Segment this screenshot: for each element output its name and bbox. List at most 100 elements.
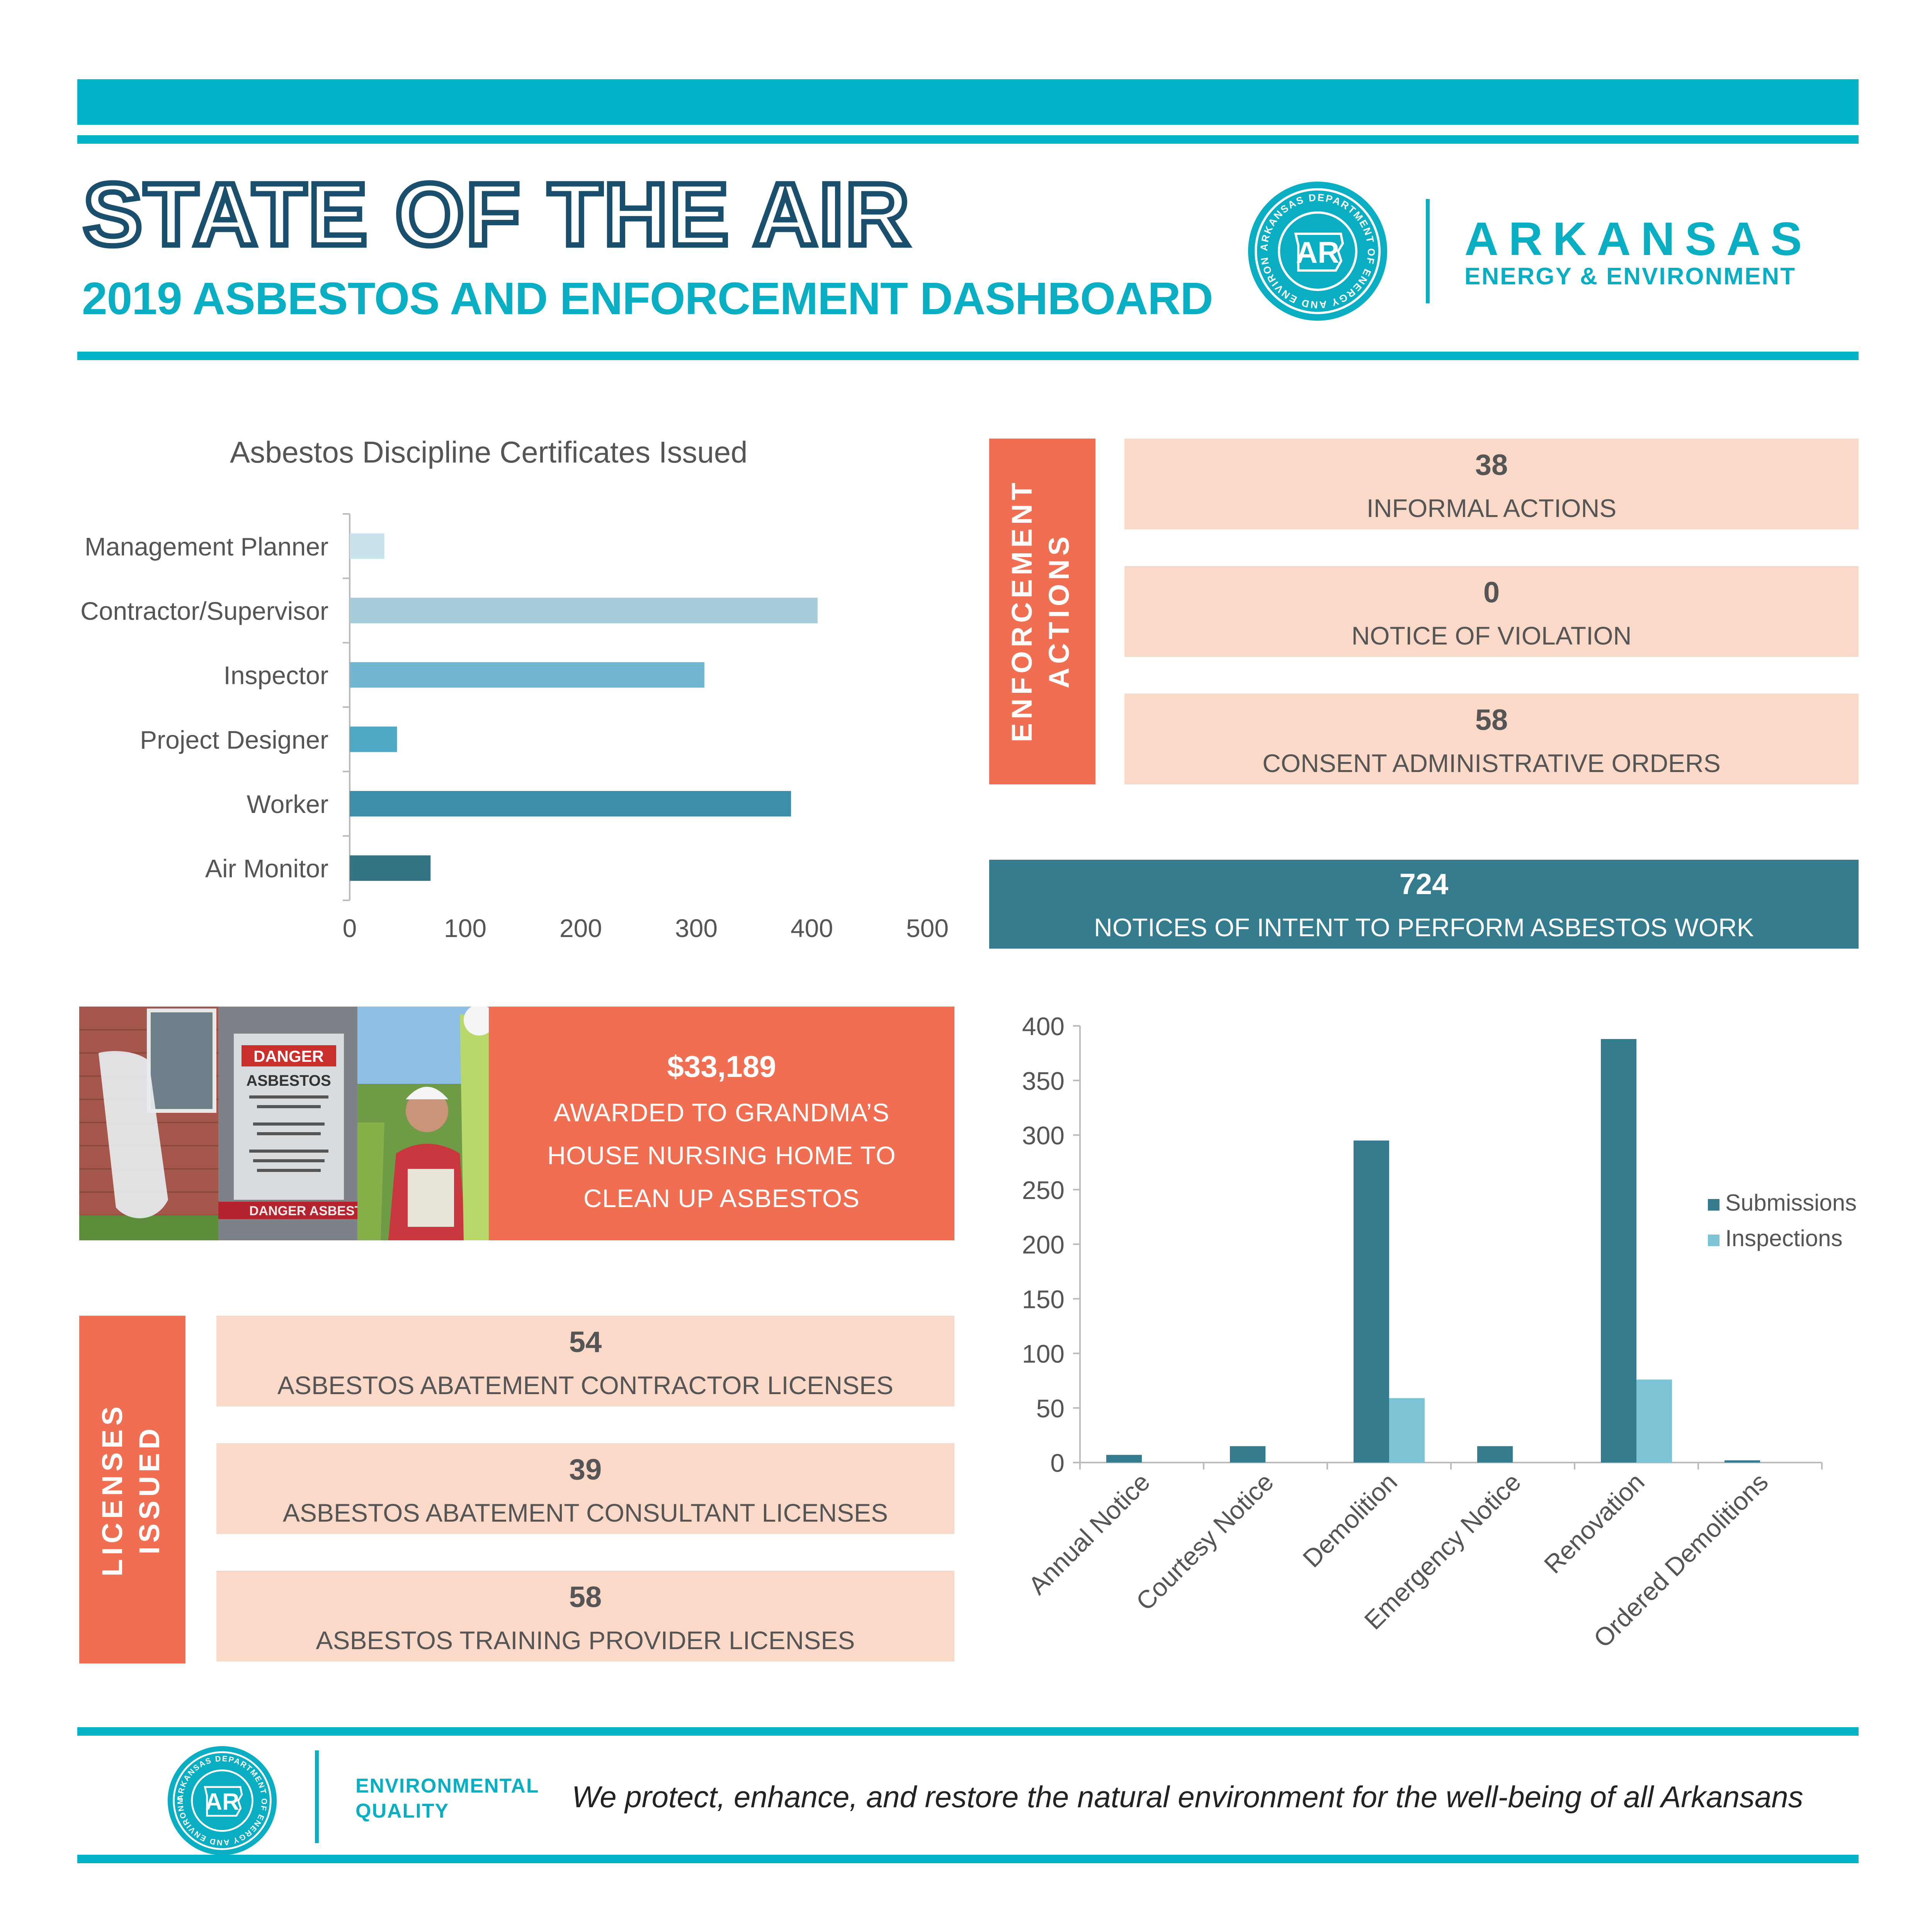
hbar-x-tick-label: 100: [444, 914, 486, 942]
vbar-bar-submissions: [1106, 1455, 1142, 1463]
license-label-text: ASBESTOS ABATEMENT CONSULTANT LICENSES: [282, 1498, 888, 1527]
hbar-x-tick-label: 300: [675, 914, 718, 942]
licenses-label-line2: ISSUED: [133, 1425, 166, 1554]
footer-rule-top: [77, 1727, 1859, 1736]
enforcement-label-line2: ACTIONS: [1043, 532, 1075, 689]
header-divider: [1426, 199, 1430, 303]
hbar-bar: [350, 662, 704, 688]
enforcement-label-line1: ENFORCEMENT: [1006, 479, 1038, 742]
vbar-bar-submissions: [1477, 1446, 1513, 1463]
hbar-category-label: Project Designer: [140, 725, 328, 754]
hbar-x-tick-label: 400: [791, 914, 833, 942]
hbar-category-label: Worker: [247, 790, 328, 818]
hbar-bar: [350, 855, 431, 881]
hbar-x-tick-label: 500: [906, 914, 949, 942]
license-label-text: ASBESTOS TRAINING PROVIDER LICENSES: [316, 1626, 855, 1655]
vbar-bar-inspections: [1636, 1379, 1672, 1463]
vbar-y-tick-label: 0: [1050, 1449, 1065, 1477]
hbar-bar: [350, 791, 791, 816]
enforcement-card-informal: 38 INFORMAL ACTIONS: [1124, 439, 1859, 529]
footer-divider: [315, 1750, 319, 1843]
hbar-category-label: Contractor/Supervisor: [80, 597, 328, 625]
footer-tagline: We protect, enhance, and restore the nat…: [572, 1780, 1803, 1814]
brand-name: ARKANSAS: [1464, 213, 1812, 265]
licenses-label-line1: LICENSES: [96, 1402, 128, 1577]
certificates-chart-title: Asbestos Discipline Certificates Issued: [230, 435, 748, 469]
award-amount: $33,189: [667, 1049, 776, 1083]
enforcement-label: ENFORCEMENT ACTIONS: [1003, 437, 1081, 784]
license-value: 54: [569, 1326, 602, 1359]
vbar-y-tick-label: 200: [1022, 1230, 1065, 1259]
enforcement-card-consent: 58 CONSENT ADMINISTRATIVE ORDERS: [1124, 694, 1859, 784]
vbar-bar-submissions: [1601, 1039, 1636, 1463]
certificates-chart: Management Planner Contractor/Supervisor I…: [80, 513, 949, 942]
legend-label: Inspections: [1725, 1225, 1843, 1251]
license-value: 39: [569, 1453, 602, 1486]
notices-banner: 724 NOTICES OF INTENT TO PERFORM ASBESTO…: [989, 860, 1859, 949]
enforcement-value: 0: [1483, 576, 1500, 609]
license-value: 58: [569, 1581, 602, 1614]
license-card-training: 58 ASBESTOS TRAINING PROVIDER LICENSES: [216, 1571, 954, 1662]
vbar-y-tick-label: 100: [1022, 1340, 1065, 1368]
vbar-y-tick-label: 150: [1022, 1285, 1065, 1313]
enforcement-label-text: INFORMAL ACTIONS: [1366, 494, 1617, 522]
vbar-y-tick-label: 50: [1036, 1394, 1065, 1423]
top-band-thick: [77, 79, 1859, 125]
sign-word: ASBESTOS: [246, 1072, 331, 1089]
award-line: CLEAN UP ASBESTOS: [583, 1184, 860, 1213]
enforcement-label-text: CONSENT ADMINISTRATIVE ORDERS: [1262, 749, 1721, 777]
sign-title: DANGER: [253, 1047, 324, 1065]
hbar-category-label: Air Monitor: [205, 854, 328, 883]
legend-swatch: [1708, 1199, 1719, 1211]
licenses-label: LICENSES ISSUED: [94, 1316, 171, 1663]
vbar-y-tick-label: 350: [1022, 1066, 1065, 1095]
notices-label: NOTICES OF INTENT TO PERFORM ASBESTOS WO…: [1094, 913, 1754, 942]
footer-division-line2: QUALITY: [355, 1800, 449, 1822]
footer-rule-bottom: [77, 1855, 1859, 1863]
hbar-category-label: Inspector: [224, 661, 328, 690]
enforcement-label-text: NOTICE OF VIOLATION: [1351, 621, 1632, 650]
vbar-y-tick-label: 400: [1022, 1012, 1065, 1041]
legend-label: Submissions: [1725, 1190, 1857, 1216]
hbar-bar: [350, 726, 397, 752]
hbar-x-tick-label: 200: [560, 914, 602, 942]
vbar-category-label: Annual Notice: [1023, 1468, 1155, 1600]
footer-logo-mark: AR: [205, 1789, 239, 1815]
page-title: STATE OF THE AIR: [80, 165, 912, 264]
hbar-bar: [350, 598, 818, 623]
license-card-contractor: 54 ASBESTOS ABATEMENT CONTRACTOR LICENSE…: [216, 1316, 954, 1406]
vbar-y-tick-label: 300: [1022, 1121, 1065, 1150]
enforcement-tab: [989, 439, 1095, 784]
vbar-category-label: Demolition: [1297, 1468, 1403, 1573]
header-rule: [77, 352, 1859, 360]
vbar-bar-inspections: [1389, 1398, 1425, 1463]
enforcement-card-violation: 0 NOTICE OF VIOLATION: [1124, 566, 1859, 657]
vbar-bar-submissions: [1354, 1140, 1389, 1463]
notices-value: 724: [1399, 868, 1449, 901]
enforcement-value: 58: [1475, 704, 1508, 736]
logo-mark: AR: [1296, 235, 1340, 269]
agency-logo-icon: ARKANSAS DEPARTMENT OF ENERGY AND ENVIRO…: [1246, 180, 1387, 321]
hbar-x-tick-label: 0: [343, 914, 357, 942]
asbestos-photo-collage: DANGER ASBESTOS DANGER ASBESTOS: [79, 1007, 489, 1240]
legend-swatch: [1708, 1235, 1719, 1246]
page-subtitle: 2019 ASBESTOS AND ENFORCEMENT DASHBOARD: [82, 273, 1213, 324]
vbar-y-tick-label: 250: [1022, 1176, 1065, 1204]
hbar-category-label: Management Planner: [85, 532, 328, 561]
footer-division-line1: ENVIRONMENTAL: [355, 1775, 539, 1797]
license-card-consultant: 39 ASBESTOS ABATEMENT CONSULTANT LICENSE…: [216, 1443, 954, 1534]
footer-logo-icon: ARKANSAS DEPARTMENT OF ENERGY AND ENVIRO…: [166, 1745, 277, 1855]
vbar-category-label: Renovation: [1538, 1468, 1650, 1579]
footer-division: ENVIRONMENTAL QUALITY: [355, 1774, 539, 1824]
top-band-thin: [77, 135, 1859, 144]
award-line: AWARDED TO GRANDMA’S: [553, 1098, 890, 1127]
award-line: HOUSE NURSING HOME TO: [547, 1141, 896, 1170]
enforcement-value: 38: [1475, 449, 1508, 481]
vbar-bar-submissions: [1725, 1460, 1760, 1463]
license-label-text: ASBESTOS ABATEMENT CONTRACTOR LICENSES: [277, 1371, 894, 1400]
hbar-bar: [350, 533, 384, 559]
licenses-tab: [79, 1316, 185, 1663]
award-box: $33,189 AWARDED TO GRANDMA’S HOUSE NURSI…: [489, 1007, 954, 1240]
vbar-bar-submissions: [1230, 1446, 1265, 1463]
